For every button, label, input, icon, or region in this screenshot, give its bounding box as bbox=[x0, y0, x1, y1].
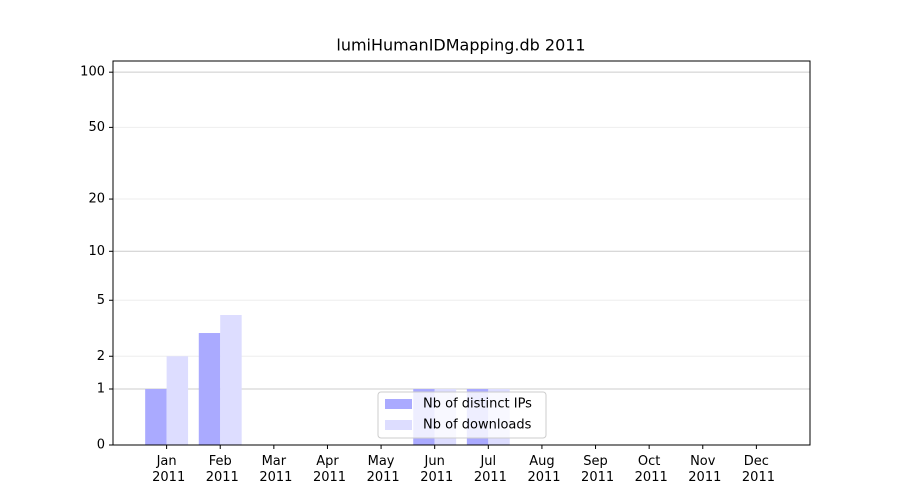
y-tick-label: 2 bbox=[97, 349, 105, 364]
x-tick-label: Jul 2011 bbox=[470, 454, 507, 485]
x-tick-label: Oct 2011 bbox=[631, 454, 668, 485]
x-tick-label: Jun 2011 bbox=[416, 454, 453, 485]
x-tick-label: May 2011 bbox=[362, 454, 399, 485]
chart-title: lumiHumanIDMapping.db 2011 bbox=[336, 36, 585, 55]
y-tick-label: 1 bbox=[97, 382, 105, 397]
x-tick-label: Apr 2011 bbox=[309, 454, 346, 485]
legend-box bbox=[377, 391, 547, 439]
x-tick-label: Aug 2011 bbox=[523, 454, 560, 485]
legend-label: Nb of downloads bbox=[423, 418, 532, 433]
legend-swatch bbox=[385, 399, 412, 409]
bar bbox=[220, 314, 242, 445]
x-tick-label: Nov 2011 bbox=[684, 454, 721, 485]
y-tick-label: 100 bbox=[80, 65, 105, 80]
y-tick-label: 20 bbox=[88, 192, 105, 207]
y-tick-label: 0 bbox=[97, 438, 105, 453]
bar bbox=[166, 356, 189, 445]
x-tick-label: Dec 2011 bbox=[738, 454, 775, 485]
y-tick-label: 50 bbox=[88, 120, 105, 135]
legend-label: Nb of distinct IPs bbox=[423, 397, 532, 412]
legend-swatch bbox=[385, 420, 412, 430]
x-tick-label: Jan 2011 bbox=[148, 454, 185, 485]
x-tick-label: Mar 2011 bbox=[255, 454, 292, 485]
x-tick-label: Feb 2011 bbox=[202, 454, 239, 485]
y-tick-label: 5 bbox=[97, 293, 105, 308]
bar bbox=[198, 333, 221, 445]
plot-frame bbox=[112, 60, 811, 446]
y-tick-label: 10 bbox=[88, 244, 105, 259]
x-tick-label: Sep 2011 bbox=[577, 454, 614, 485]
bar bbox=[145, 389, 167, 445]
